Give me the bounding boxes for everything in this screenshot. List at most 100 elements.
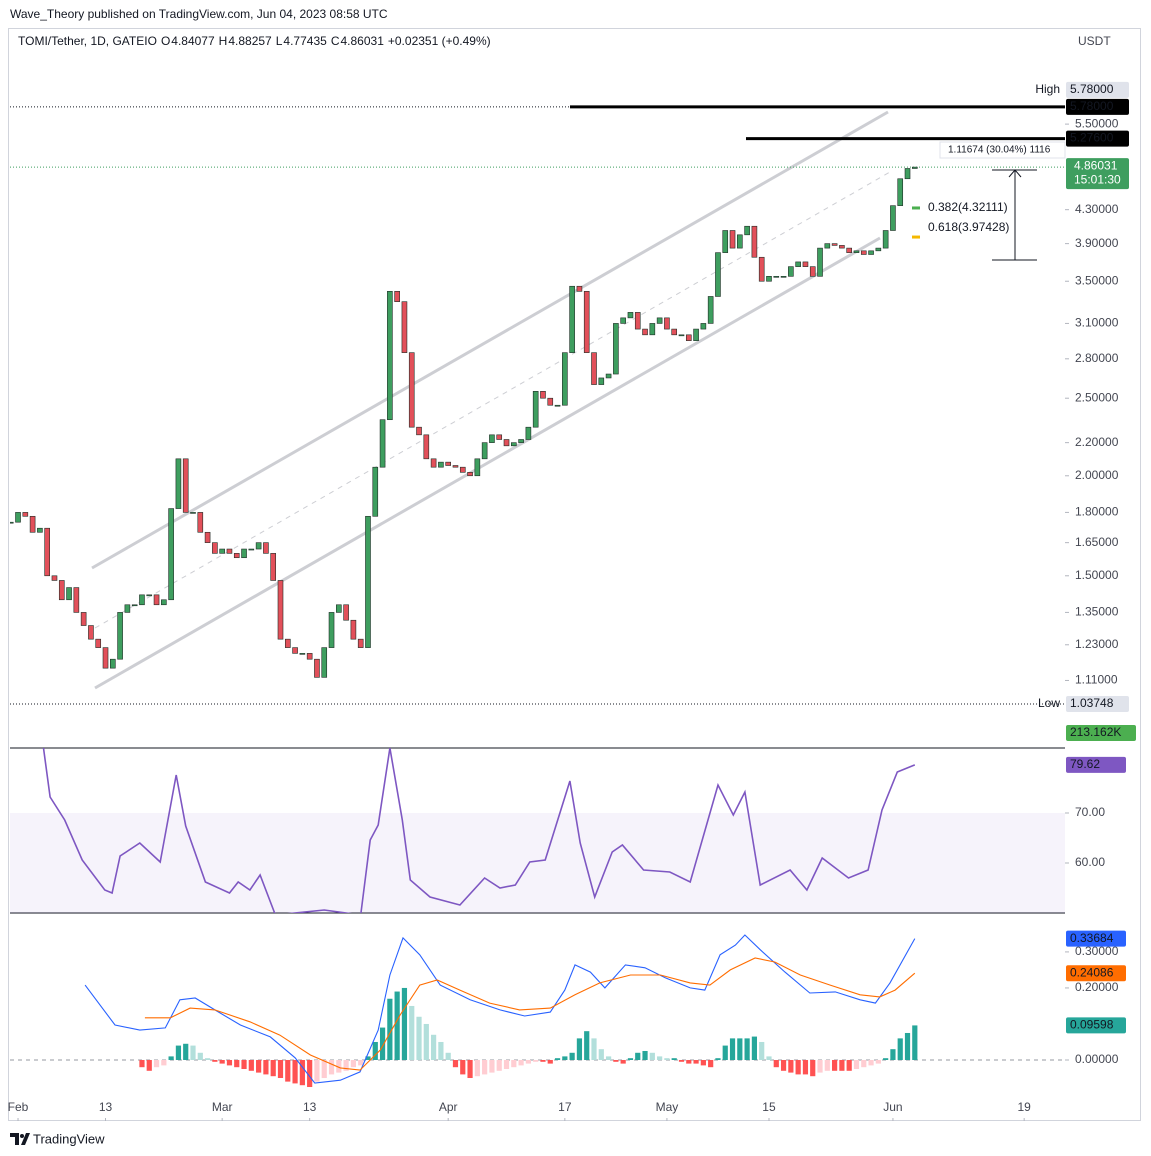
y-tick-label: 2.20000 — [1075, 435, 1119, 449]
candle — [474, 458, 481, 477]
histogram-bar — [299, 1059, 305, 1086]
macd-line — [144, 957, 916, 1071]
candle — [124, 604, 131, 613]
candle — [117, 612, 123, 660]
ohlc-key: O — [161, 34, 170, 48]
histogram-bar — [307, 1059, 313, 1088]
histogram-label-box — [1066, 1017, 1126, 1034]
histogram-bar — [503, 1059, 510, 1070]
candle — [321, 647, 328, 678]
candle — [190, 512, 196, 514]
candle — [29, 515, 36, 533]
histogram-bar — [759, 1041, 765, 1060]
histogram-bar — [190, 1045, 196, 1060]
histogram-bar — [584, 1031, 590, 1060]
candle — [387, 291, 393, 421]
countdown: 15:01:30 — [1074, 172, 1121, 186]
candle — [328, 612, 335, 648]
candle — [197, 512, 204, 533]
candle — [751, 225, 758, 258]
candle — [868, 250, 874, 255]
channel-lower — [94, 236, 881, 690]
candle — [904, 168, 911, 180]
histogram-bar — [780, 1059, 787, 1071]
candle — [452, 465, 459, 468]
candle — [525, 426, 532, 440]
histogram-bar — [569, 1052, 575, 1060]
x-tick-label: 13 — [99, 1100, 113, 1114]
histogram-bar — [715, 1058, 721, 1060]
candle — [73, 587, 80, 613]
volume-label-box — [1066, 725, 1136, 741]
candle — [153, 594, 160, 606]
candle — [182, 458, 189, 513]
candle — [656, 317, 663, 324]
y-tick-label: 1.80000 — [1075, 505, 1119, 519]
candle — [846, 247, 852, 253]
histogram-bar — [744, 1038, 750, 1060]
candle — [357, 638, 364, 648]
histogram-bar — [657, 1056, 663, 1060]
histogram-bar — [460, 1059, 466, 1075]
candle — [10, 521, 14, 524]
histogram-bar — [270, 1059, 276, 1077]
y-tick-label: 3.50000 — [1075, 273, 1119, 287]
histogram-bar — [328, 1059, 335, 1075]
symbol-legend: TOMI/Tether, 1D, GATEIO O 4.84077 H 4.88257 L… — [18, 34, 491, 48]
channel-middle — [94, 171, 891, 629]
level-label-box — [1066, 98, 1129, 115]
y-tick-label: 4.30000 — [1075, 202, 1119, 216]
histogram-bar — [204, 1058, 211, 1060]
candle — [88, 625, 94, 640]
channel — [91, 110, 891, 690]
candle — [226, 548, 233, 554]
y-tick-label: 2.00000 — [1075, 468, 1119, 482]
histogram-bar — [649, 1052, 655, 1060]
candle — [620, 317, 626, 324]
histogram-bar — [773, 1059, 779, 1068]
candle — [860, 250, 867, 255]
candle — [372, 466, 379, 517]
candle — [379, 419, 386, 468]
ohlc-value: 4.88257 — [228, 34, 272, 48]
histogram-bar — [766, 1056, 772, 1060]
histogram-bar — [401, 987, 408, 1060]
candle — [102, 647, 109, 669]
histogram-bar — [810, 1059, 816, 1077]
histogram-bar — [496, 1059, 502, 1071]
y-tick-label: 0.00000 — [1075, 1052, 1119, 1066]
y-tick-label: 0.20000 — [1075, 980, 1119, 994]
layer — [84, 934, 918, 1088]
histogram-bar — [358, 1059, 364, 1066]
histogram-bar — [678, 1059, 685, 1062]
histogram-bar — [183, 1043, 189, 1060]
candle — [583, 291, 590, 353]
ohlc-key: C — [331, 34, 340, 48]
histogram-bar — [861, 1059, 867, 1068]
candle — [204, 531, 211, 543]
candle — [233, 553, 240, 559]
histogram-bar — [904, 1032, 911, 1060]
currency: USDT — [1078, 34, 1111, 48]
candle — [58, 580, 65, 601]
histogram-bar — [482, 1059, 488, 1075]
candle — [80, 612, 87, 626]
histogram-bar — [605, 1056, 612, 1060]
candle — [685, 334, 692, 341]
candle — [15, 512, 21, 523]
candle — [729, 230, 736, 249]
y-tick-label: 1.65000 — [1075, 535, 1119, 549]
histogram-bar — [802, 1059, 809, 1075]
y-tick-label: 1.11000 — [1075, 673, 1118, 687]
fib-label: 0.618(3.97428) — [928, 220, 1009, 234]
candle — [664, 317, 670, 330]
histogram-bar — [350, 1059, 357, 1068]
layer — [10, 105, 1065, 705]
candle — [445, 461, 451, 466]
histogram-bar — [365, 1056, 371, 1060]
candle — [532, 391, 539, 428]
candle — [110, 658, 116, 669]
footer: TradingView — [10, 1131, 105, 1146]
histogram-bar — [839, 1059, 845, 1071]
candle — [737, 234, 743, 249]
